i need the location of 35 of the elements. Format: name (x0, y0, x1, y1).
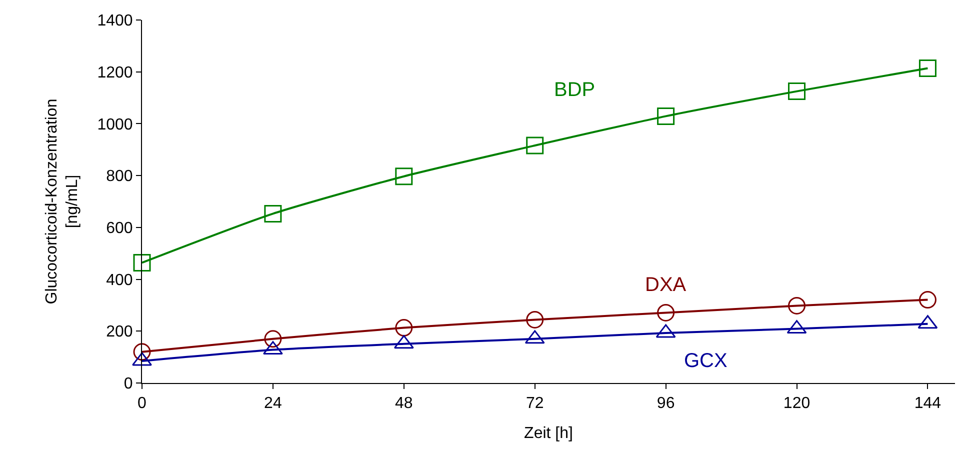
point (133, 343, 151, 361)
x-tick-label: 24 (264, 395, 282, 412)
y-tick-label: 400 (106, 272, 133, 289)
point (133, 254, 151, 272)
y-tick-label: 1400 (97, 12, 133, 30)
point (526, 310, 544, 328)
x-tick-label: 0 (138, 395, 147, 412)
series-label: GCX (684, 350, 728, 372)
point (788, 296, 806, 314)
series-label: DXA (645, 274, 687, 296)
x-axis-title: Zeit [h] (524, 424, 573, 442)
y-tick-label: 800 (106, 168, 133, 186)
point (657, 304, 675, 322)
y-tick-label: 0 (124, 376, 133, 393)
point (264, 204, 282, 222)
x-tick-label: 48 (395, 395, 413, 412)
series-label: BDP (554, 79, 596, 101)
x-tick-label: 96 (656, 395, 675, 412)
point (526, 136, 544, 154)
point (657, 107, 675, 125)
point (395, 168, 413, 186)
point (788, 82, 806, 100)
y-tick-label: 1200 (97, 64, 133, 82)
point (395, 319, 413, 337)
y-axis-title: Glucocorticoid-Konzentration [ng/mL] (43, 98, 82, 304)
x-tick-label: 72 (526, 395, 544, 412)
point (918, 291, 936, 309)
point (264, 330, 282, 348)
x-tick-label: 144 (914, 395, 942, 412)
x-tick-label: 120 (783, 395, 810, 412)
y-tick-label: 1000 (97, 116, 133, 134)
y-tick-label: 600 (106, 220, 133, 238)
y-tick-label: 200 (106, 324, 133, 341)
point (918, 59, 936, 77)
point (132, 352, 152, 366)
